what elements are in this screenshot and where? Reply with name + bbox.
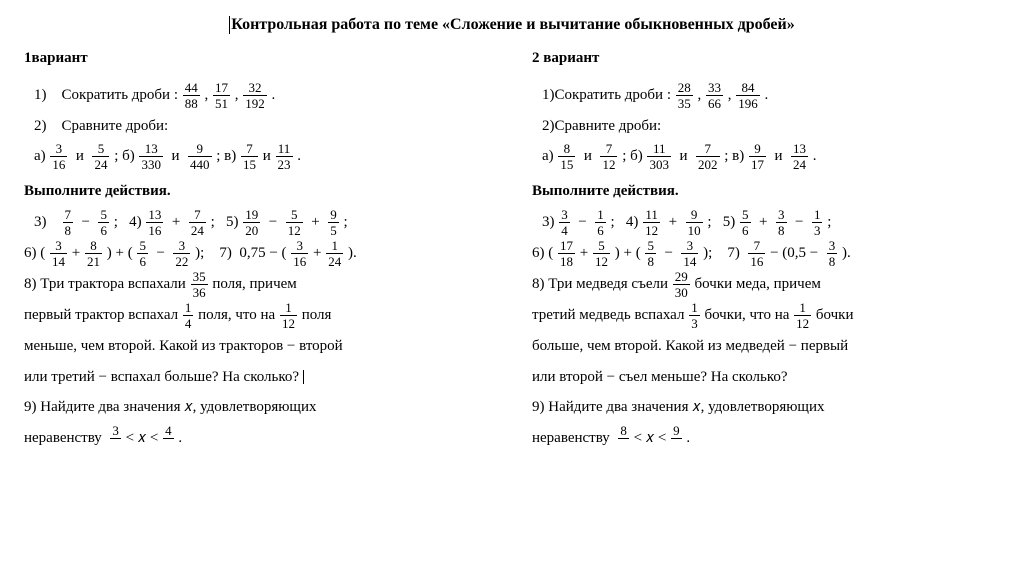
v1-q8-l2: первый трактор вспахал 14 поля, что на 1… xyxy=(24,301,492,330)
text-cursor xyxy=(303,370,304,384)
v2-q3-5: 3) 34 − 16 ; 4) 1112 + 910 ; 5) 56 + 38 … xyxy=(542,208,1000,237)
title-text: Контрольная работа по теме «Сложение и в… xyxy=(231,16,794,33)
v1-q3-5: 3) 78 − 56 ; 4) 1316 + 724 ; 5) 1920 − 5… xyxy=(34,208,492,237)
v2-q9-l1: 9) Найдите два значения 𝑥, удовлетворяющ… xyxy=(532,393,1000,422)
v1-q2: 2) Сравните дроби: xyxy=(34,112,492,141)
v2-q9-l2: неравенству 8 < 𝑥 < 9 . xyxy=(532,424,1000,453)
v2-q8-l3: больше, чем второй. Какой из медведей − … xyxy=(532,332,1000,361)
variant-1: 1вариант 1) Сократить дроби : 4488 , 175… xyxy=(24,44,492,454)
v2-q8-l1: 8) Три медведя съели 2930 бочки меда, пр… xyxy=(532,270,1000,299)
variant-2-label: 2 вариант xyxy=(532,44,1000,73)
v2-q8-l2: третий медведь вспахал 13 бочки, что на … xyxy=(532,301,1000,330)
frac: 32192 xyxy=(243,81,267,110)
v2-q8-l4: или второй − съел меньше? На сколько? xyxy=(532,363,1000,392)
v1-q2-num: 2) xyxy=(34,118,47,134)
columns: 1вариант 1) Сократить дроби : 4488 , 175… xyxy=(24,44,1000,454)
v2-q2-items: а) 815 и 712 ; б) 11303 и 7202 ; в) 917 … xyxy=(542,142,1000,171)
v1-q2-text: Сравните дроби: xyxy=(62,118,169,134)
v1-q1-text: Сократить дроби : xyxy=(62,87,179,103)
v1-q8-l3: меньше, чем второй. Какой из тракторов −… xyxy=(24,332,492,361)
v2-actions-label: Выполните действия. xyxy=(532,177,1000,206)
v1-q2-items: а) 316 и 524 ; б) 13330 и 9440 ; в) 715 … xyxy=(34,142,492,171)
v2-q6-7: 6) ( 1718 + 512 ) + ( 58 − 314 ); 7) 716… xyxy=(532,239,1000,268)
v1-q1-num: 1) xyxy=(34,87,47,103)
v1-q1: 1) Сократить дроби : 4488 , 1751 , 32192… xyxy=(34,81,492,110)
v1-actions-label: Выполните действия. xyxy=(24,177,492,206)
v2-q2: 2)Сравните дроби: xyxy=(542,112,1000,141)
v2-q1: 1)Сократить дроби : 2835 , 3366 , 84196 … xyxy=(542,81,1000,110)
variant-2: 2 вариант 1)Сократить дроби : 2835 , 336… xyxy=(532,44,1000,454)
variant-1-label: 1вариант xyxy=(24,44,492,73)
v1-q8-l1: 8) Три трактора вспахали 3536 поля, прич… xyxy=(24,270,492,299)
v1-q8-l4: или третий − вспахал больше? На сколько? xyxy=(24,363,492,392)
v1-q9-l2: неравенству 3 < 𝑥 < 4 . xyxy=(24,424,492,453)
page-title: Контрольная работа по теме «Сложение и в… xyxy=(24,16,1000,34)
v1-q9-l1: 9) Найдите два значения 𝑥, удовлетворяющ… xyxy=(24,393,492,422)
frac: 1751 xyxy=(213,81,230,110)
frac: 4488 xyxy=(183,81,200,110)
v1-q6-7: 6) ( 314 + 821 ) + ( 56 − 322 ); 7) 0,75… xyxy=(24,239,492,268)
